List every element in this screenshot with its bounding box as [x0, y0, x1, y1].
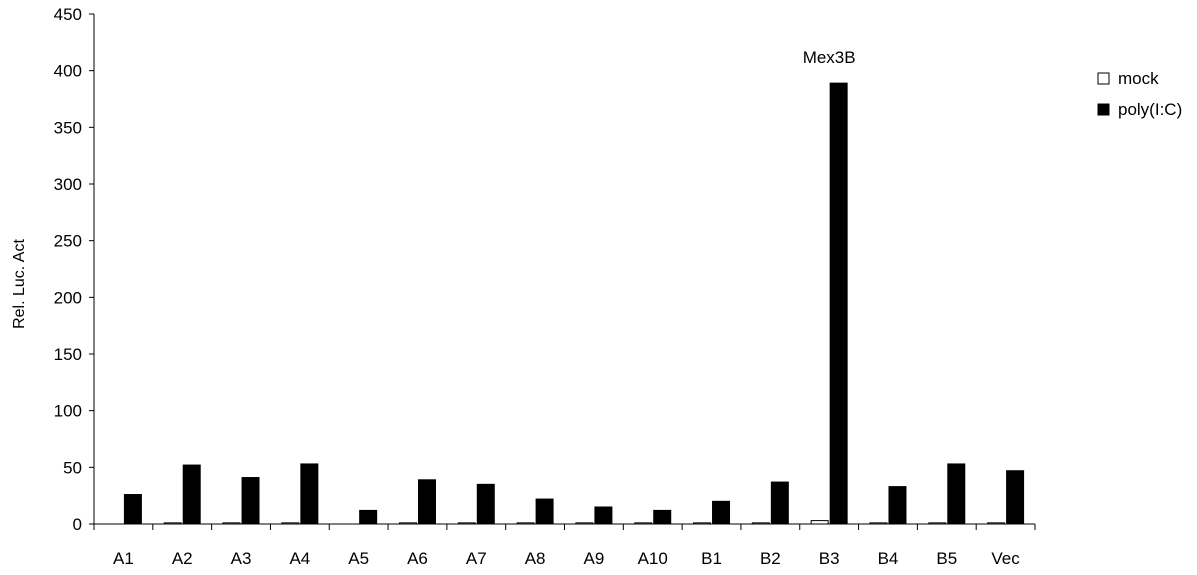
- y-tick-label: 300: [54, 175, 82, 194]
- x-tick-label: A7: [466, 549, 487, 568]
- y-tick-label: 250: [54, 232, 82, 251]
- legend-swatch: [1097, 103, 1110, 116]
- x-tick-label: B1: [701, 549, 722, 568]
- x-tick-label: A1: [113, 549, 134, 568]
- bar-polyic: [417, 479, 436, 525]
- bar-polyic: [829, 82, 848, 525]
- y-tick-label: 150: [54, 345, 82, 364]
- x-tick-label: A9: [584, 549, 605, 568]
- x-axis-ticks: A1 A2 A3 A4 A5 A6 A7 A8 A9 A10 B1 B2 B3 B4 B5 Vec: [93, 524, 1036, 568]
- legend-label: mock: [1118, 69, 1159, 88]
- x-tick-label: A10: [638, 549, 668, 568]
- bar-polyic: [888, 486, 907, 525]
- y-tick-label: 350: [54, 118, 82, 137]
- bar-polyic: [241, 477, 260, 525]
- x-tick-label: A5: [348, 549, 369, 568]
- bar-polyic: [535, 498, 554, 525]
- bar-polyic: [594, 506, 613, 525]
- x-tick-label: A4: [289, 549, 310, 568]
- y-tick-label: 50: [63, 458, 82, 477]
- bar-polyic: [300, 463, 319, 525]
- annotations: Mex3B: [803, 48, 856, 67]
- x-tick-label: B2: [760, 549, 781, 568]
- x-tick-label: Vec: [991, 549, 1020, 568]
- bar-polyic: [182, 464, 201, 525]
- annotation-label: Mex3B: [803, 48, 856, 67]
- bar-polyic: [770, 481, 789, 525]
- x-tick-label: B5: [936, 549, 957, 568]
- x-tick-label: A2: [172, 549, 193, 568]
- bars: [123, 82, 1025, 525]
- y-tick-label: 200: [54, 288, 82, 307]
- x-tick-label: A3: [231, 549, 252, 568]
- y-tick-label: 0: [73, 515, 82, 534]
- x-tick-label: A6: [407, 549, 428, 568]
- x-tick-label: B4: [878, 549, 899, 568]
- y-axis-ticks: 0 50 100 150 200 250 300 350 400 450: [54, 5, 94, 534]
- y-tick-label: 100: [54, 402, 82, 421]
- legend-label: poly(I:C): [1118, 100, 1182, 119]
- y-axis-title: Rel. Luc. Act: [11, 239, 28, 329]
- x-tick-label: B3: [819, 549, 840, 568]
- bar-polyic: [123, 494, 142, 525]
- y-tick-label: 450: [54, 5, 82, 24]
- bar-polyic: [712, 500, 731, 525]
- bar-polyic: [476, 483, 495, 525]
- x-tick-label: A8: [525, 549, 546, 568]
- bar-polyic: [653, 509, 672, 525]
- legend: mock poly(I:C): [1097, 69, 1182, 119]
- bar-polyic: [359, 509, 378, 525]
- legend-swatch: [1097, 72, 1110, 85]
- bar-mock: [810, 520, 829, 525]
- bar-polyic: [1006, 470, 1025, 525]
- y-tick-label: 400: [54, 62, 82, 81]
- bar-polyic: [947, 463, 966, 525]
